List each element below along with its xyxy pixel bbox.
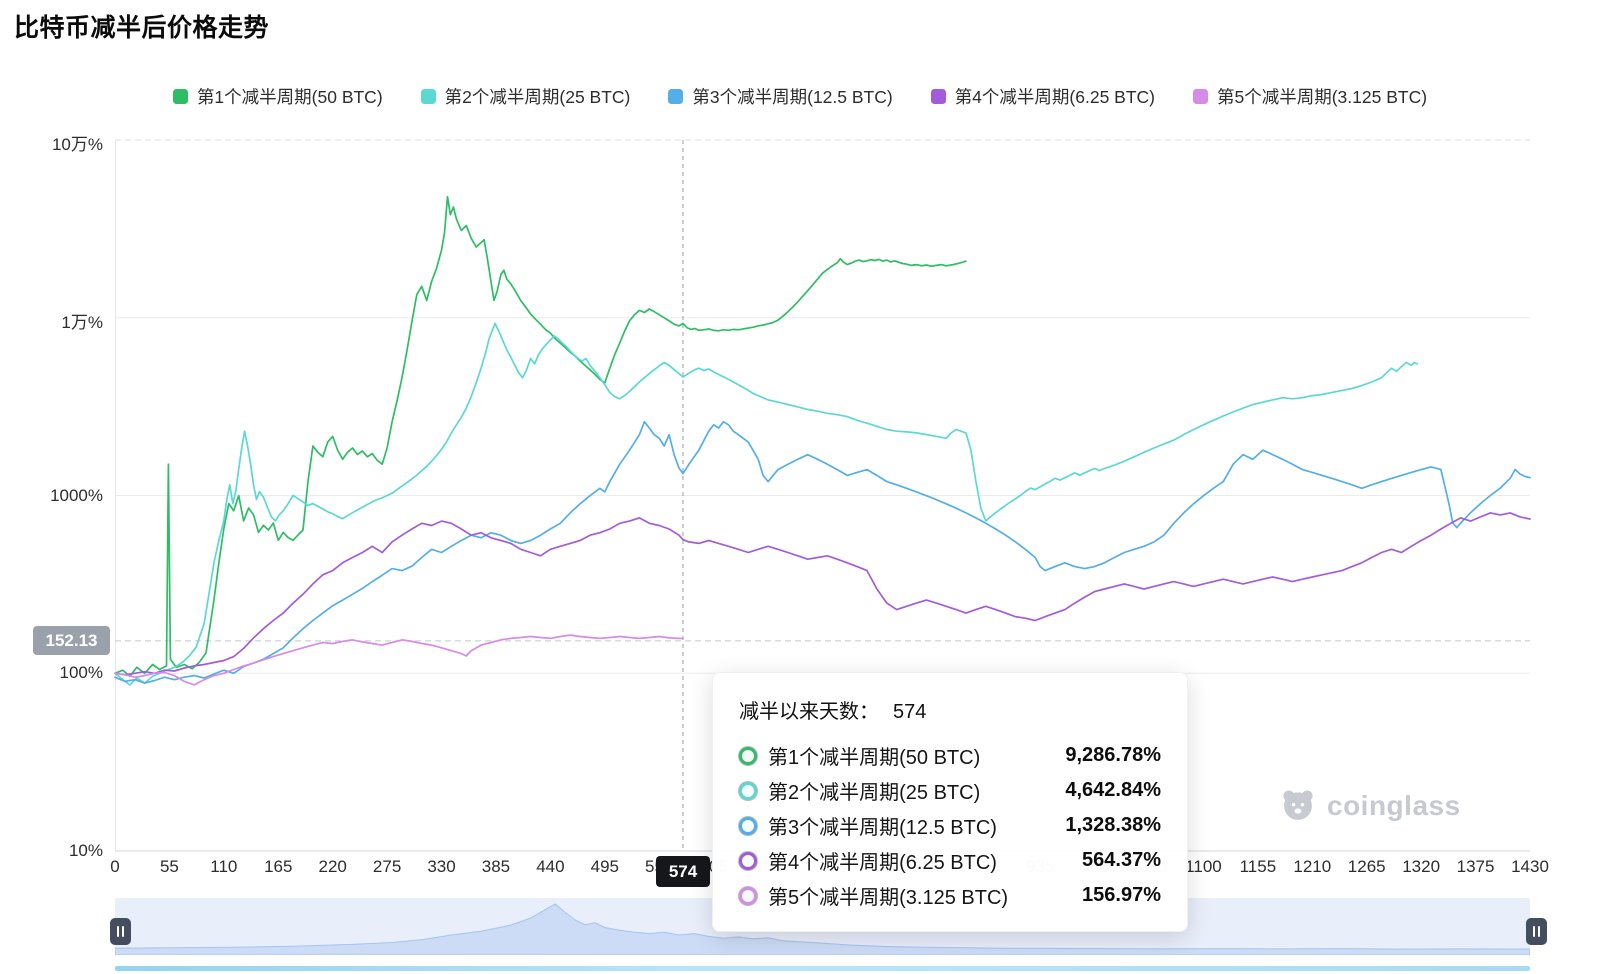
y-axis-label: 10% — [68, 841, 103, 860]
tooltip-series-marker-icon — [739, 816, 757, 835]
handle-grip-icon — [117, 926, 119, 937]
legend-swatch-icon — [420, 89, 436, 104]
navigator-area-chart — [114, 903, 1531, 956]
y-axis-label: 10万% — [51, 135, 103, 154]
watermark: coinglass — [1279, 787, 1461, 825]
tooltip-series-value: 1,328.38% — [1065, 814, 1161, 836]
tooltip-row-cycle-1: 第1个减半周期(50 BTC) 9,286.78% — [739, 738, 1161, 773]
handle-grip-icon — [122, 926, 124, 937]
x-axis-label: 275 — [372, 857, 402, 876]
series-line-cycle-2 — [114, 322, 1419, 686]
series-line-cycle-3 — [114, 420, 1531, 684]
legend-label: 第4个减半周期(6.25 BTC) — [954, 87, 1155, 107]
legend-label: 第2个减半周期(25 BTC) — [444, 87, 631, 107]
y-axis-label: 1万% — [61, 312, 103, 332]
tooltip-series-marker-icon — [739, 746, 757, 765]
x-axis-label: 495 — [590, 857, 619, 876]
legend-item-cycle-2[interactable]: 第2个减半周期(25 BTC) — [420, 84, 631, 109]
legend-item-cycle-4[interactable]: 第4个减半周期(6.25 BTC) — [930, 84, 1155, 109]
coinglass-logo-icon — [1279, 787, 1317, 825]
legend-item-cycle-5[interactable]: 第5个减半周期(3.125 BTC) — [1193, 84, 1427, 109]
series-line-cycle-4 — [114, 512, 1531, 676]
x-axis-label: 385 — [481, 857, 511, 876]
tooltip-title: 减半以来天数： 574 — [739, 695, 1161, 724]
tooltip-row-cycle-3: 第3个减半周期(12.5 BTC) 1,328.38% — [739, 808, 1161, 843]
tooltip-row-cycle-5: 第5个减半周期(3.125 BTC) 156.97% — [739, 878, 1161, 913]
tooltip-series-marker-icon — [739, 851, 757, 870]
page-title: 比特币减半后价格走势 — [14, 14, 270, 42]
tooltip-series-value: 9,286.78% — [1065, 744, 1161, 766]
x-axis-label: 1155 — [1239, 857, 1277, 876]
handle-grip-icon — [1538, 926, 1540, 937]
x-axis-label: 440 — [536, 857, 565, 876]
tooltip-series-value: 564.37% — [1082, 849, 1161, 871]
x-axis-label: 1320 — [1402, 857, 1441, 876]
navigator-bottom-strip — [115, 966, 1530, 971]
tooltip-series-value: 4,642.84% — [1065, 779, 1161, 801]
legend-swatch-icon — [172, 89, 188, 104]
x-axis-label: 330 — [427, 857, 456, 876]
chart-plot-area[interactable] — [114, 139, 1531, 852]
series-line-cycle-5 — [114, 634, 684, 686]
tooltip-series-marker-icon — [739, 781, 757, 800]
x-axis-label: 0 — [110, 857, 120, 876]
x-axis-label: 110 — [210, 857, 238, 876]
legend-item-cycle-1[interactable]: 第1个减半周期(50 BTC) — [172, 84, 383, 109]
x-axis-label: 165 — [264, 857, 293, 876]
tooltip-series-name: 第3个减半周期(12.5 BTC) — [768, 817, 997, 839]
handle-grip-icon — [1533, 926, 1535, 937]
tooltip-series-name: 第4个减半周期(6.25 BTC) — [768, 852, 997, 874]
tooltip-series-name: 第1个减半周期(50 BTC) — [768, 747, 981, 769]
x-axis-label: 1430 — [1511, 857, 1549, 876]
y-axis-label: 100% — [59, 663, 103, 683]
tooltip-series-marker-icon — [739, 886, 757, 905]
navigator-left-handle[interactable] — [110, 918, 131, 945]
chart-legend: 第1个减半周期(50 BTC) 第2个减半周期(25 BTC) 第3个减半周期(12… — [0, 84, 1600, 109]
legend-item-cycle-3[interactable]: 第3个减半周期(12.5 BTC) — [668, 84, 893, 109]
legend-label: 第3个减半周期(12.5 BTC) — [692, 87, 893, 107]
legend-swatch-icon — [1193, 89, 1208, 104]
legend-label: 第1个减半周期(50 BTC) — [196, 87, 383, 107]
tooltip-row-cycle-4: 第4个减半周期(6.25 BTC) 564.37% — [739, 843, 1161, 878]
x-axis-label: 1210 — [1293, 857, 1332, 876]
x-axis-label: 1100 — [1185, 857, 1222, 876]
tooltip-title-label: 减半以来天数： — [739, 701, 879, 723]
legend-label: 第5个减半周期(3.125 BTC) — [1217, 87, 1428, 107]
y-axis-label: 1000% — [50, 485, 103, 505]
x-axis-label: 1265 — [1347, 857, 1386, 876]
legend-swatch-icon — [930, 89, 946, 104]
y-value-badge: 152.13 — [33, 626, 110, 655]
tooltip-series-value: 156.97% — [1082, 884, 1161, 906]
series-line-cycle-1 — [114, 195, 967, 678]
legend-swatch-icon — [668, 89, 684, 104]
tooltip-rows: 第1个减半周期(50 BTC) 9,286.78% 第2个减半周期(25 BTC) 4… — [739, 738, 1161, 913]
x-value-badge: 574 — [656, 856, 710, 887]
tooltip-series-name: 第5个减半周期(3.125 BTC) — [768, 887, 1009, 909]
tooltip: 减半以来天数： 574 第1个减半周期(50 BTC) 9,286.78% 第2个减半… — [712, 672, 1188, 932]
tooltip-series-name: 第2个减半周期(25 BTC) — [768, 782, 981, 804]
watermark-text: coinglass — [1327, 790, 1461, 821]
tooltip-title-value: 574 — [893, 701, 927, 723]
x-axis-label: 1375 — [1456, 857, 1495, 876]
x-axis-label: 55 — [159, 857, 179, 876]
x-axis-label: 220 — [318, 857, 347, 876]
navigator-right-handle[interactable] — [1526, 918, 1547, 945]
tooltip-row-cycle-2: 第2个减半周期(25 BTC) 4,642.84% — [739, 773, 1161, 808]
